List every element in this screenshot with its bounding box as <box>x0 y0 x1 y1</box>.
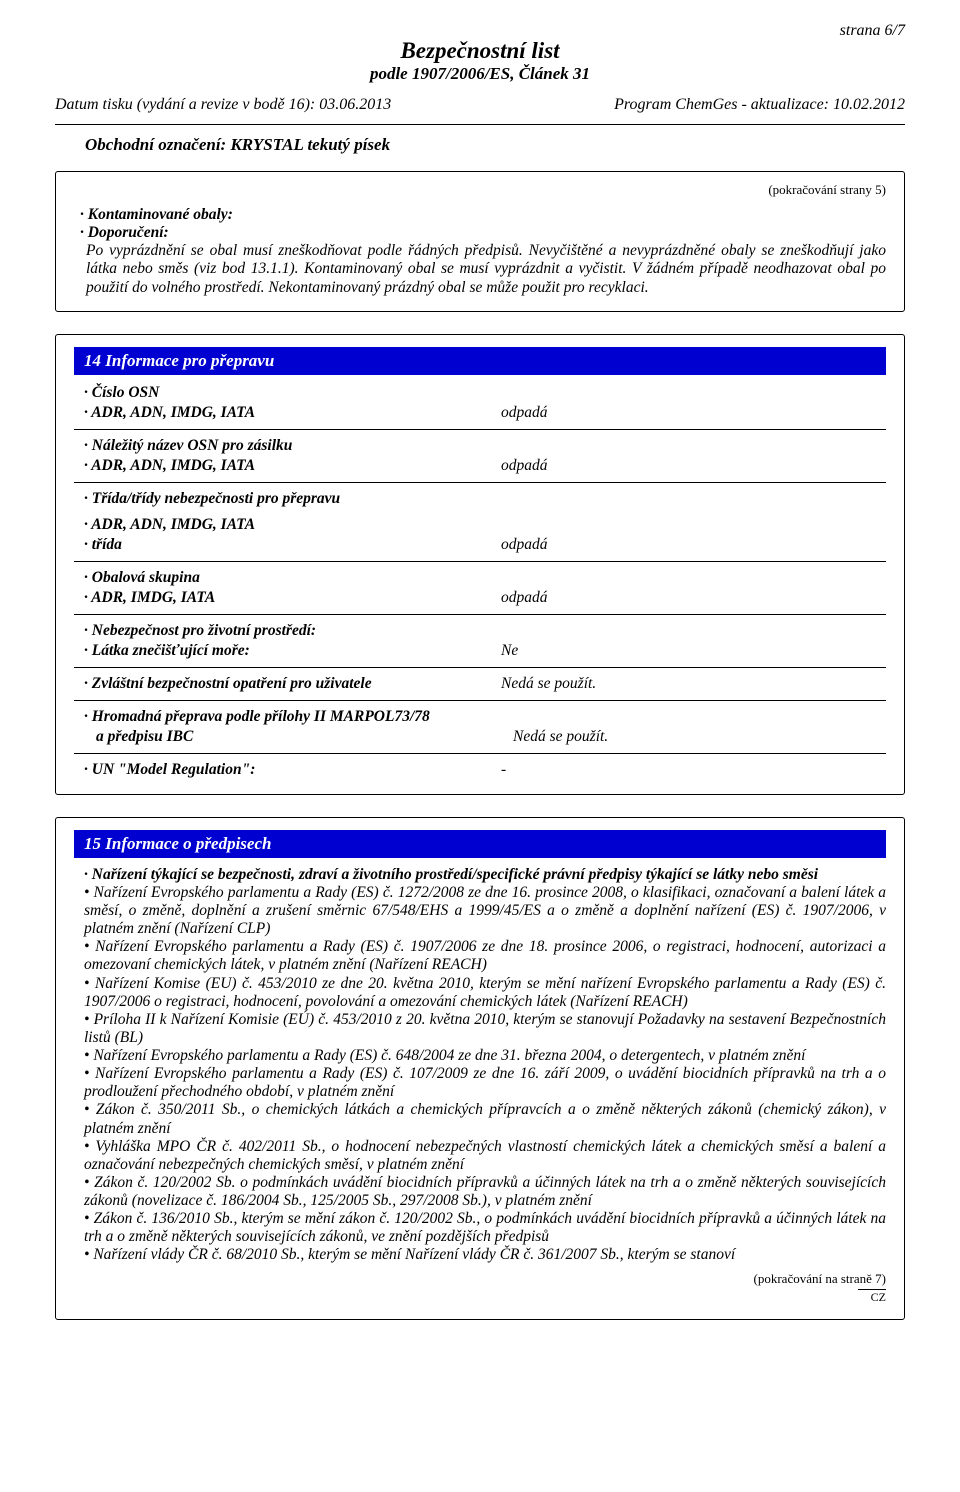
doc-subtitle: podle 1907/2006/ES, Článek 31 <box>55 64 905 84</box>
regulation-item: Príloha II k Nařízení Komisie (EÚ) č. 45… <box>84 1011 886 1047</box>
section-13-box: (pokračování strany 5) Kontaminované oba… <box>55 171 905 312</box>
divider <box>74 561 886 562</box>
divider <box>74 614 886 615</box>
un-model-regulation-value: - <box>501 761 886 779</box>
header-row: Datum tisku (vydání a revize v bodě 16):… <box>55 96 905 114</box>
proper-name-label: Náležitý název OSN pro zásilku <box>84 437 501 455</box>
env-hazard-label: Nebezpečnost pro životní prostředí: <box>84 622 501 640</box>
continuation-from: (pokračování strany 5) <box>74 182 886 198</box>
contaminated-packaging-heading: Kontaminované obaly: <box>74 206 886 224</box>
regulation-item: Nařízení vlády ČR č. 68/2010 Sb., kterým… <box>84 1246 886 1264</box>
un-number-adr-label: ADR, ADN, IMDG, IATA <box>84 404 501 422</box>
hazard-class-label: Třída/třídy nebezpečnosti pro přepravu <box>84 490 501 508</box>
packing-group-adr-label: ADR, IMDG, IATA <box>84 589 501 607</box>
divider <box>74 482 886 483</box>
trade-name: Obchodní označení: KRYSTAL tekutý písek <box>85 135 905 155</box>
divider <box>74 667 886 668</box>
class-label: třída <box>84 536 501 554</box>
un-model-regulation-label: UN "Model Regulation": <box>84 761 501 779</box>
regulation-item: Nařízení Evropského parlamentu a Rady (E… <box>84 1047 886 1065</box>
recommendation-text: Po vyprázdnění se obal musí zneškodňovat… <box>74 242 886 297</box>
special-precautions-value: Nedá se použít. <box>501 675 886 693</box>
continuation-to: (pokračování na straně 7) <box>74 1271 886 1287</box>
un-number-label: Číslo OSN <box>84 384 501 402</box>
un-number-value: odpadá <box>501 404 886 422</box>
page-container: strana 6/7 Bezpečnostní list podle 1907/… <box>0 0 960 1372</box>
divider <box>74 700 886 701</box>
regulation-item: Zákon č. 136/2010 Sb., kterým se mění zá… <box>84 1210 886 1246</box>
packing-group-label: Obalová skupina <box>84 569 501 587</box>
regulation-item: Vyhláška MPO ČR č. 402/2011 Sb., o hodno… <box>84 1138 886 1174</box>
recommendation-heading: Doporučení: <box>74 224 886 242</box>
regulation-item: Nařízení Evropského parlamentu a Rady (E… <box>84 938 886 974</box>
regulation-item: Nařízení Evropského parlamentu a Rady (E… <box>84 884 886 938</box>
section-15-content: Nařízení týkající se bezpečnosti, zdraví… <box>74 866 886 1265</box>
print-date: Datum tisku (vydání a revize v bodě 16):… <box>55 96 391 114</box>
section-14-box: 14 Informace pro přepravu Číslo OSN ADR,… <box>55 334 905 795</box>
special-precautions-label: Zvláštní bezpečnostní opatření pro uživa… <box>84 675 501 693</box>
section-15-title: 15 Informace o předpisech <box>74 830 886 858</box>
section-15-box: 15 Informace o předpisech Nařízení týkaj… <box>55 817 905 1320</box>
section-14-title: 14 Informace pro přepravu <box>74 347 886 375</box>
transport-table: Číslo OSN ADR, ADN, IMDG, IATAodpadá Nál… <box>74 383 886 780</box>
marine-pollutant-label: Látka znečišťující moře: <box>84 642 501 660</box>
regulations-intro: Nařízení týkající se bezpečnosti, zdraví… <box>84 866 886 884</box>
regulation-item: Nařízení Evropského parlamentu a Rady (E… <box>84 1065 886 1101</box>
header-rule <box>55 124 905 125</box>
hazard-class-adr-label: ADR, ADN, IMDG, IATA <box>84 516 501 534</box>
regulation-item: Zákon č. 120/2002 Sb. o podmínkách uvádě… <box>84 1174 886 1210</box>
divider <box>74 429 886 430</box>
regulation-item: Nařízení Komise (EU) č. 453/2010 ze dne … <box>84 975 886 1011</box>
page-number: strana 6/7 <box>840 22 905 40</box>
bulk-transport-value: Nedá se použít. <box>513 728 886 746</box>
doc-title: Bezpečnostní list <box>55 38 905 64</box>
divider <box>74 753 886 754</box>
marine-pollutant-value: Ne <box>501 642 886 660</box>
packing-group-value: odpadá <box>501 589 886 607</box>
proper-name-value: odpadá <box>501 457 886 475</box>
class-value: odpadá <box>501 536 886 554</box>
regulation-item: Zákon č. 350/2011 Sb., o chemických látk… <box>84 1101 886 1137</box>
proper-name-adr-label: ADR, ADN, IMDG, IATA <box>84 457 501 475</box>
country-code: CZ <box>858 1289 886 1305</box>
update-date: Program ChemGes - aktualizace: 10.02.201… <box>614 96 905 114</box>
ibc-code-label: a předpisu IBC <box>84 728 513 746</box>
bulk-transport-label: Hromadná přeprava podle přílohy II MARPO… <box>84 708 565 726</box>
